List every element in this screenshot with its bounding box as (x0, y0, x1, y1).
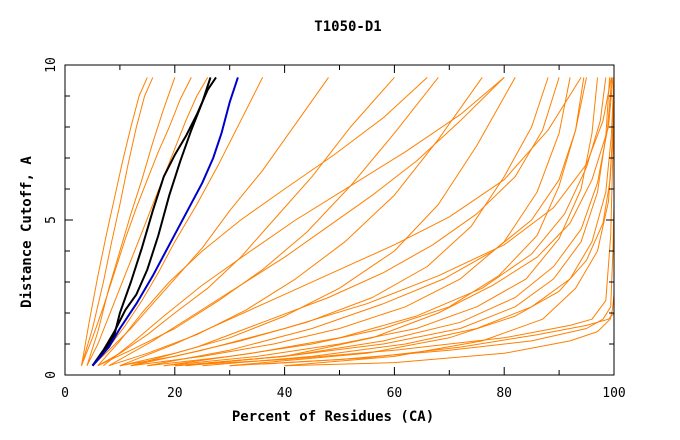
x-tick-label: 60 (387, 386, 403, 401)
series-line-6 (81, 77, 148, 366)
y-tick-label: 0 (44, 371, 59, 379)
series-line-3 (81, 77, 154, 366)
series-line-31 (130, 77, 612, 367)
series-line-13 (119, 77, 516, 367)
tick-layer: 0 20 40 60 80 100 0 5 10 (44, 57, 626, 401)
series-line-28 (229, 204, 615, 367)
y-tick-label: 10 (44, 57, 59, 73)
series-line-0 (91, 76, 217, 367)
series-line-23 (108, 77, 505, 367)
x-tick-label: 20 (167, 386, 183, 401)
series-line-21 (130, 77, 560, 367)
series-line-7 (86, 77, 176, 366)
y-tick-label: 5 (44, 216, 59, 224)
series-line-8 (92, 77, 264, 367)
series-line-35 (185, 77, 613, 367)
x-tick-label: 100 (602, 386, 625, 401)
x-tick-label: 80 (496, 386, 512, 401)
series-line-27 (174, 77, 615, 367)
series-line-5 (86, 77, 209, 366)
series-line-30 (262, 312, 615, 365)
series-line-1 (91, 77, 212, 367)
series-line-4 (81, 77, 192, 366)
series-line-29 (284, 294, 615, 367)
series-line-33 (97, 77, 428, 367)
x-tick-label: 40 (277, 386, 293, 401)
series-line-15 (130, 77, 571, 367)
y-axis-label: Distance Cutoff, A (19, 156, 35, 308)
series-line-17 (163, 77, 598, 367)
series-line-19 (174, 77, 614, 367)
series-line-26 (284, 77, 615, 367)
x-tick-label: 0 (61, 386, 69, 401)
series-line-12 (108, 77, 483, 367)
series-line-24 (202, 77, 615, 367)
chart-title: T1050-D1 (314, 19, 381, 35)
series-line-16 (147, 77, 585, 367)
series-line-22 (119, 77, 582, 367)
series-line-2 (91, 77, 239, 367)
series-line-18 (174, 77, 611, 367)
series-line-11 (97, 77, 439, 367)
series-line-10 (97, 77, 395, 367)
series-line-32 (103, 77, 505, 367)
series-line-34 (163, 77, 607, 367)
x-axis-label: Percent of Residues (CA) (232, 409, 434, 425)
series-layer (81, 76, 615, 367)
series-line-20 (147, 77, 587, 367)
